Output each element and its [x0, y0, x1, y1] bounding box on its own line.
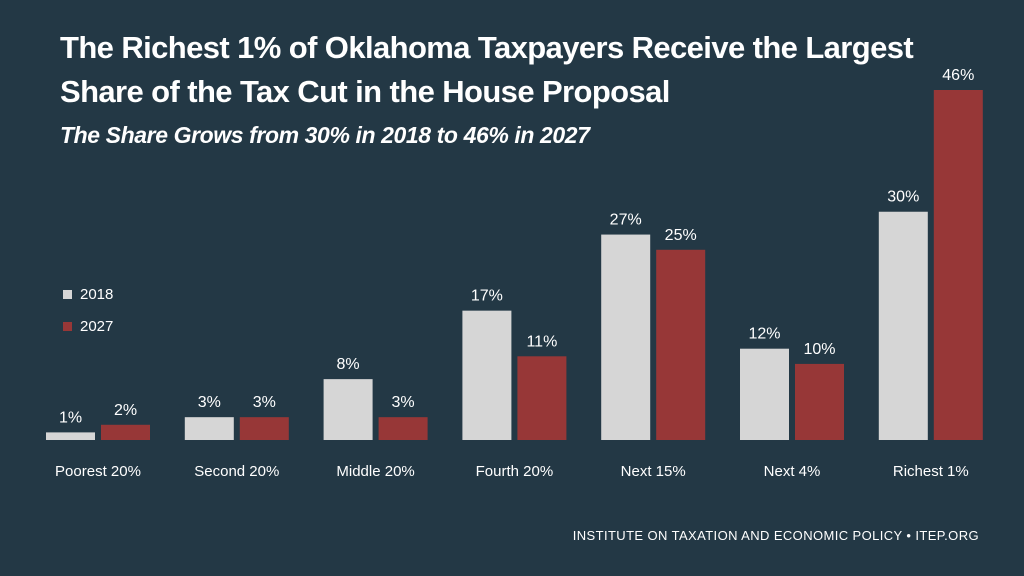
data-label-2027-4: 25%: [665, 227, 697, 244]
bar-2027-6: [933, 90, 983, 440]
data-label-2018-2: 8%: [337, 356, 360, 373]
bar-2027-0: [101, 424, 150, 440]
bar-2018-1: [184, 417, 234, 440]
legend: 2018 2027: [63, 278, 113, 342]
bar-2018-2: [323, 379, 373, 440]
bar-2018-6: [878, 211, 928, 440]
legend-label-2018: 2018: [80, 285, 114, 303]
legend-item-2018: 2018: [63, 278, 113, 310]
bar-2018-3: [462, 310, 512, 440]
bar-2018-4: [601, 234, 651, 440]
category-label-3: Fourth 20%: [476, 463, 554, 480]
data-label-2018-4: 27%: [610, 212, 642, 229]
category-label-2: Middle 20%: [336, 463, 414, 480]
category-label-1: Second 20%: [194, 463, 279, 480]
bar-2027-4: [656, 249, 706, 440]
bar-2018-0: [46, 432, 95, 440]
data-label-2027-2: 3%: [392, 394, 415, 411]
category-label-0: Poorest 20%: [55, 463, 141, 480]
data-label-2027-3: 11%: [526, 333, 557, 350]
legend-label-2027: 2027: [80, 317, 114, 335]
legend-swatch-2018: [63, 289, 72, 299]
data-label-2027-1: 3%: [253, 394, 276, 411]
data-label-2018-3: 17%: [471, 288, 503, 305]
source-footer: INSTITUTE ON TAXATION AND ECONOMIC POLIC…: [572, 528, 979, 543]
bar-2018-5: [740, 348, 789, 440]
category-label-4: Next 15%: [621, 463, 686, 480]
chart-subtitle: The Share Grows from 30% in 2018 to 46% …: [60, 122, 590, 148]
chart-title: The Richest 1% of Oklahoma Taxpayers Rec…: [60, 30, 914, 109]
legend-swatch-2027: [63, 321, 72, 331]
legend-item-2027: 2027: [63, 310, 113, 342]
data-label-2018-6: 30%: [887, 189, 919, 206]
bar-2027-2: [378, 417, 428, 440]
data-label-2027-6: 46%: [942, 67, 974, 84]
data-label-2018-5: 12%: [748, 326, 780, 343]
data-label-2027-0: 2%: [114, 402, 137, 419]
data-label-2018-1: 3%: [198, 394, 221, 411]
bar-2027-5: [795, 363, 844, 440]
bar-2027-1: [239, 417, 289, 440]
category-label-5: Next 4%: [764, 463, 821, 480]
category-label-6: Richest 1%: [893, 463, 969, 480]
data-label-2027-5: 10%: [803, 341, 835, 358]
bar-2027-3: [517, 356, 567, 440]
data-label-2018-0: 1%: [59, 409, 82, 426]
